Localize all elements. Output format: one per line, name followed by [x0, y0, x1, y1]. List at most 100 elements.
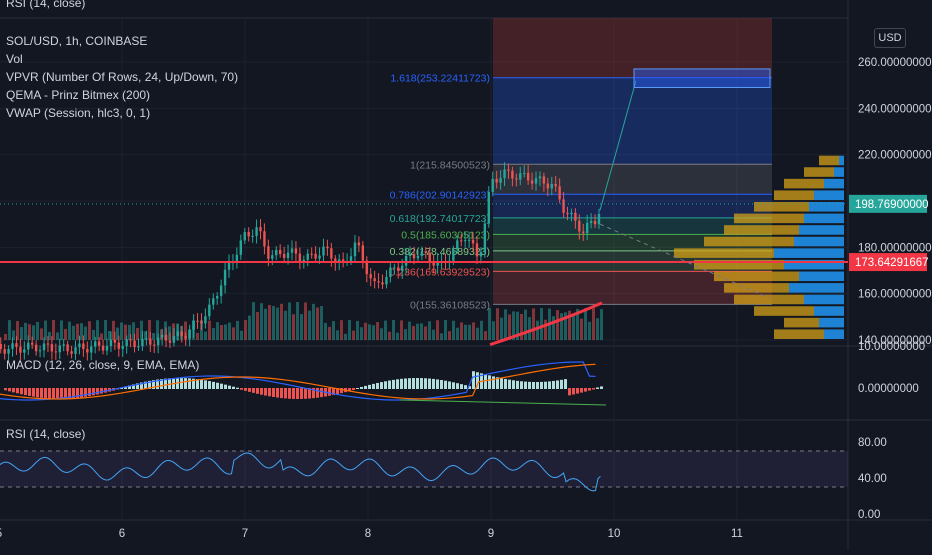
macd-histogram-bar — [216, 382, 219, 389]
volume-bar — [404, 329, 407, 340]
volume-bar — [368, 324, 371, 340]
price-candle — [101, 345, 105, 351]
volume-bar — [544, 319, 547, 340]
volume-bar — [496, 308, 499, 340]
volume-bar — [460, 322, 463, 340]
price-candle — [467, 239, 471, 241]
volume-bar — [68, 321, 71, 340]
price-tick-label: 180.00000000 — [858, 242, 932, 254]
rsi-title[interactable]: RSI (14, close) — [6, 427, 86, 441]
macd-histogram-bar — [20, 388, 23, 395]
macd-histogram-bar — [56, 388, 59, 399]
macd-histogram-bar — [224, 384, 227, 389]
price-candle — [460, 240, 463, 242]
macd-histogram-bar — [48, 388, 51, 399]
price-candle — [105, 345, 109, 351]
price-candle — [97, 341, 101, 346]
volume-bar — [324, 322, 327, 340]
volume-bar — [296, 302, 299, 340]
volume-bar — [236, 320, 239, 340]
vpvr-up-bar — [774, 248, 844, 258]
legend-volume[interactable]: Vol — [6, 52, 23, 66]
volume-bar — [128, 324, 131, 340]
macd-histogram-bar — [528, 381, 531, 389]
price-candle — [318, 255, 321, 259]
macd-histogram-bar — [304, 388, 307, 399]
volume-bar — [80, 323, 83, 340]
price-candle — [420, 251, 424, 256]
volume-bar — [100, 333, 103, 340]
vpvr-down-bar — [704, 236, 794, 247]
vpvr-down-bar — [674, 248, 774, 258]
vpvr-down-bar — [774, 329, 824, 339]
volume-bar — [316, 307, 319, 340]
volume-bar — [88, 321, 91, 340]
volume-bar — [588, 321, 591, 340]
volume-bar — [376, 322, 379, 340]
legend-vpvr[interactable]: VPVR (Number Of Rows, 24, Up/Down, 70) — [6, 70, 239, 84]
macd-histogram-bar — [276, 388, 279, 398]
price-candle — [58, 345, 61, 353]
price-candle — [176, 331, 180, 336]
macd-histogram-bar — [340, 388, 343, 394]
legend-vwap[interactable]: VWAP (Session, hlc3, 0, 1) — [6, 106, 151, 120]
price-candle — [353, 242, 357, 257]
price-tick-label: 140.00000000 — [858, 335, 932, 347]
volume-bar — [424, 326, 427, 340]
macd-histogram-bar — [540, 381, 543, 389]
macd-histogram-bar — [588, 388, 591, 391]
macd-histogram-bar — [524, 381, 527, 389]
price-candle — [597, 213, 601, 225]
macd-histogram-bar — [100, 388, 103, 394]
time-tick-label: 8 — [365, 528, 371, 540]
time-tick-label: 10 — [608, 528, 621, 540]
volume-bar — [144, 331, 147, 340]
macd-histogram-bar — [520, 381, 523, 389]
macd-histogram-bar — [64, 388, 67, 399]
macd-tick-label: 0.00000000 — [858, 383, 919, 395]
price-candle — [546, 183, 550, 189]
price-candle — [282, 253, 286, 259]
price-candle — [247, 232, 250, 237]
macd-histogram-bar — [16, 388, 19, 394]
volume-bar — [476, 327, 479, 340]
target-box — [633, 68, 771, 88]
legend-qema[interactable]: QEMA - Prinz Bitmex (200) — [6, 88, 151, 102]
macd-histogram-bar — [472, 371, 475, 389]
price-candle — [212, 298, 215, 305]
currency-button[interactable]: USD — [874, 28, 906, 48]
symbol-title[interactable]: SOL/USD, 1h, COINBASE — [6, 34, 148, 48]
price-candle — [27, 342, 30, 350]
volume-bar — [260, 303, 263, 340]
price-candle — [495, 178, 498, 183]
macd-histogram-bar — [80, 388, 83, 398]
price-candle — [23, 349, 26, 353]
price-candle — [582, 231, 585, 234]
fib-level-label: 1(215.84500523) — [410, 159, 490, 171]
price-candle — [593, 221, 597, 225]
volume-bar — [564, 312, 567, 340]
macd-histogram-bar — [464, 385, 467, 389]
vpvr-down-bar — [784, 317, 819, 328]
vpvr-down-bar — [714, 271, 799, 282]
price-candle — [432, 261, 435, 266]
price-candle — [585, 222, 589, 234]
volume-bar — [220, 325, 223, 340]
volume-bar — [96, 320, 99, 340]
vpvr-up-bar — [839, 155, 844, 166]
price-candle — [519, 173, 522, 180]
price-candle — [428, 252, 431, 262]
price-candle — [235, 254, 239, 263]
macd-histogram-bar — [476, 372, 479, 389]
price-candle — [3, 349, 6, 354]
vpvr-down-bar — [734, 294, 804, 305]
macd-histogram-bar — [92, 388, 95, 396]
volume-bar — [360, 327, 363, 340]
macd-histogram-bar — [24, 388, 27, 396]
macd-title[interactable]: MACD (12, 26, close, 9, EMA, EMA) — [6, 358, 200, 372]
macd-histogram-bar — [376, 382, 379, 389]
macd-histogram-bar — [208, 381, 211, 389]
macd-histogram-bar — [380, 382, 383, 389]
